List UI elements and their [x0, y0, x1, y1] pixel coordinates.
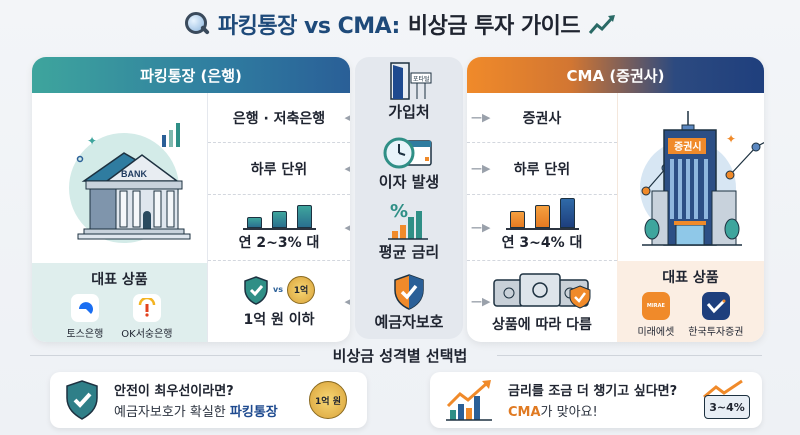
bank-attributes: 은행 · 저축은행 ◀— 하루 단위 ◀— 연 2~3% 대 ◀— vs 1억 …: [207, 93, 350, 342]
row-interest: —▶ 하루 단위: [467, 143, 617, 195]
rate-badge: 3~4%: [702, 379, 750, 421]
arrow-left-icon: ◀—: [344, 162, 350, 175]
product-ok[interactable]: OK서숭은행: [121, 294, 173, 340]
medal-icon: 1억: [286, 275, 315, 304]
door-portal-icon: 포타털: [355, 59, 463, 101]
mirae-logo-icon: MIRAE: [641, 292, 670, 320]
svg-text:✦: ✦: [87, 134, 97, 148]
cma-panel: CMA (증권사) —▶ 증권사 —▶ 하루 단위 —▶ 연 3~4% 대 —▶…: [467, 57, 764, 342]
cma-attributes: —▶ 증권사 —▶ 하루 단위 —▶ 연 3~4% 대 —▶ 상품에 따라 다름: [467, 93, 617, 342]
svg-text:%: %: [390, 201, 408, 222]
products-title: 대표 상품: [662, 270, 719, 286]
ok-logo-icon: [132, 294, 161, 322]
arrow-right-icon: —▶: [471, 221, 491, 234]
criteria-signup: 포타털 가입처: [355, 59, 463, 122]
bank-illustration: ✦ BANK: [32, 93, 207, 263]
section-title: 비상금 성격별 선택법: [332, 347, 468, 365]
divider-right: [497, 355, 762, 356]
medal-icon: 1억 원: [309, 381, 347, 419]
shield-check-icon: [355, 269, 463, 311]
arrow-right-icon: —▶: [471, 162, 491, 175]
korea-investment-logo-icon: [701, 292, 730, 320]
rate-bars: [242, 204, 316, 230]
criteria-interest: 이자 발생: [355, 129, 463, 192]
row-rate: 연 2~3% 대 ◀—: [208, 195, 350, 261]
product-korea-investment[interactable]: 한국투자증권: [688, 292, 744, 338]
trend-up-icon: [588, 15, 616, 34]
toss-logo-icon: [70, 294, 99, 322]
divider-left: [30, 355, 300, 356]
clock-calendar-icon: [355, 129, 463, 171]
safe-vault-icon: [493, 272, 591, 309]
panel-header: 파킹통장 (은행): [32, 57, 350, 93]
title-part2: 비상금 투자 가이드: [407, 14, 581, 39]
arrow-left-icon: ◀—: [344, 111, 350, 124]
criteria-protection: 예금자보호: [355, 269, 463, 332]
arrow-left-icon: ◀—: [344, 221, 350, 234]
shield-check-icon: [66, 380, 98, 420]
arrow-right-icon: —▶: [471, 295, 491, 308]
page-title: 파킹통장 vs CMA: 비상금 투자 가이드: [0, 8, 800, 40]
row-signup: 은행 · 저축은행 ◀—: [208, 93, 350, 143]
tip-card-safety: 안전이 최우선이라면? 예금자보호가 확실한 파킹통장 1억 원: [50, 372, 367, 428]
bank-sign: BANK: [121, 169, 147, 179]
product-mirae[interactable]: MIRAE 미래에셋: [637, 292, 674, 338]
securities-building-illustration: ✦ 증권시: [617, 93, 764, 261]
arrow-left-icon: ◀—: [344, 295, 350, 308]
svg-text:포타털: 포타털: [413, 75, 430, 83]
svg-text:✦: ✦: [726, 132, 736, 146]
row-protection: vs 1억 1억 원 이하 ◀—: [208, 261, 350, 342]
row-protection: —▶ 상품에 따라 다름: [467, 261, 617, 342]
rate-bars: [505, 197, 579, 230]
tip-card-rate: 금리를 조금 더 챙기고 싶다면? CMA가 맞아요! 3~4%: [430, 372, 762, 428]
panel-header: CMA (증권사): [467, 57, 764, 93]
row-interest: 하루 단위 ◀—: [208, 143, 350, 195]
representative-products-cma: 대표 상품 MIRAE 미래에셋 한국투자증권: [617, 261, 764, 342]
magnifier-icon: [184, 11, 210, 37]
arrow-right-icon: —▶: [471, 111, 491, 124]
shield-check-icon: [244, 275, 268, 305]
title-part1: 파킹통장 vs CMA:: [217, 14, 401, 39]
row-rate: —▶ 연 3~4% 대: [467, 195, 617, 261]
comparison-criteria: 포타털 가입처 이자 발생 % 평균 금리 예금자보호: [355, 57, 463, 339]
representative-products-bank: 대표 상품 토스은행 OK서숭은행: [32, 263, 207, 342]
product-toss[interactable]: 토스은행: [66, 294, 103, 340]
row-signup: —▶ 증권사: [467, 93, 617, 143]
svg-text:증권시: 증권시: [674, 141, 702, 153]
criteria-rate: % 평균 금리: [355, 199, 463, 262]
growth-chart-icon: [446, 380, 492, 421]
parking-account-panel: 파킹통장 (은행) ✦ BANK 대표 상품: [32, 57, 350, 342]
percent-chart-icon: %: [355, 199, 463, 241]
products-title: 대표 상품: [91, 272, 148, 288]
